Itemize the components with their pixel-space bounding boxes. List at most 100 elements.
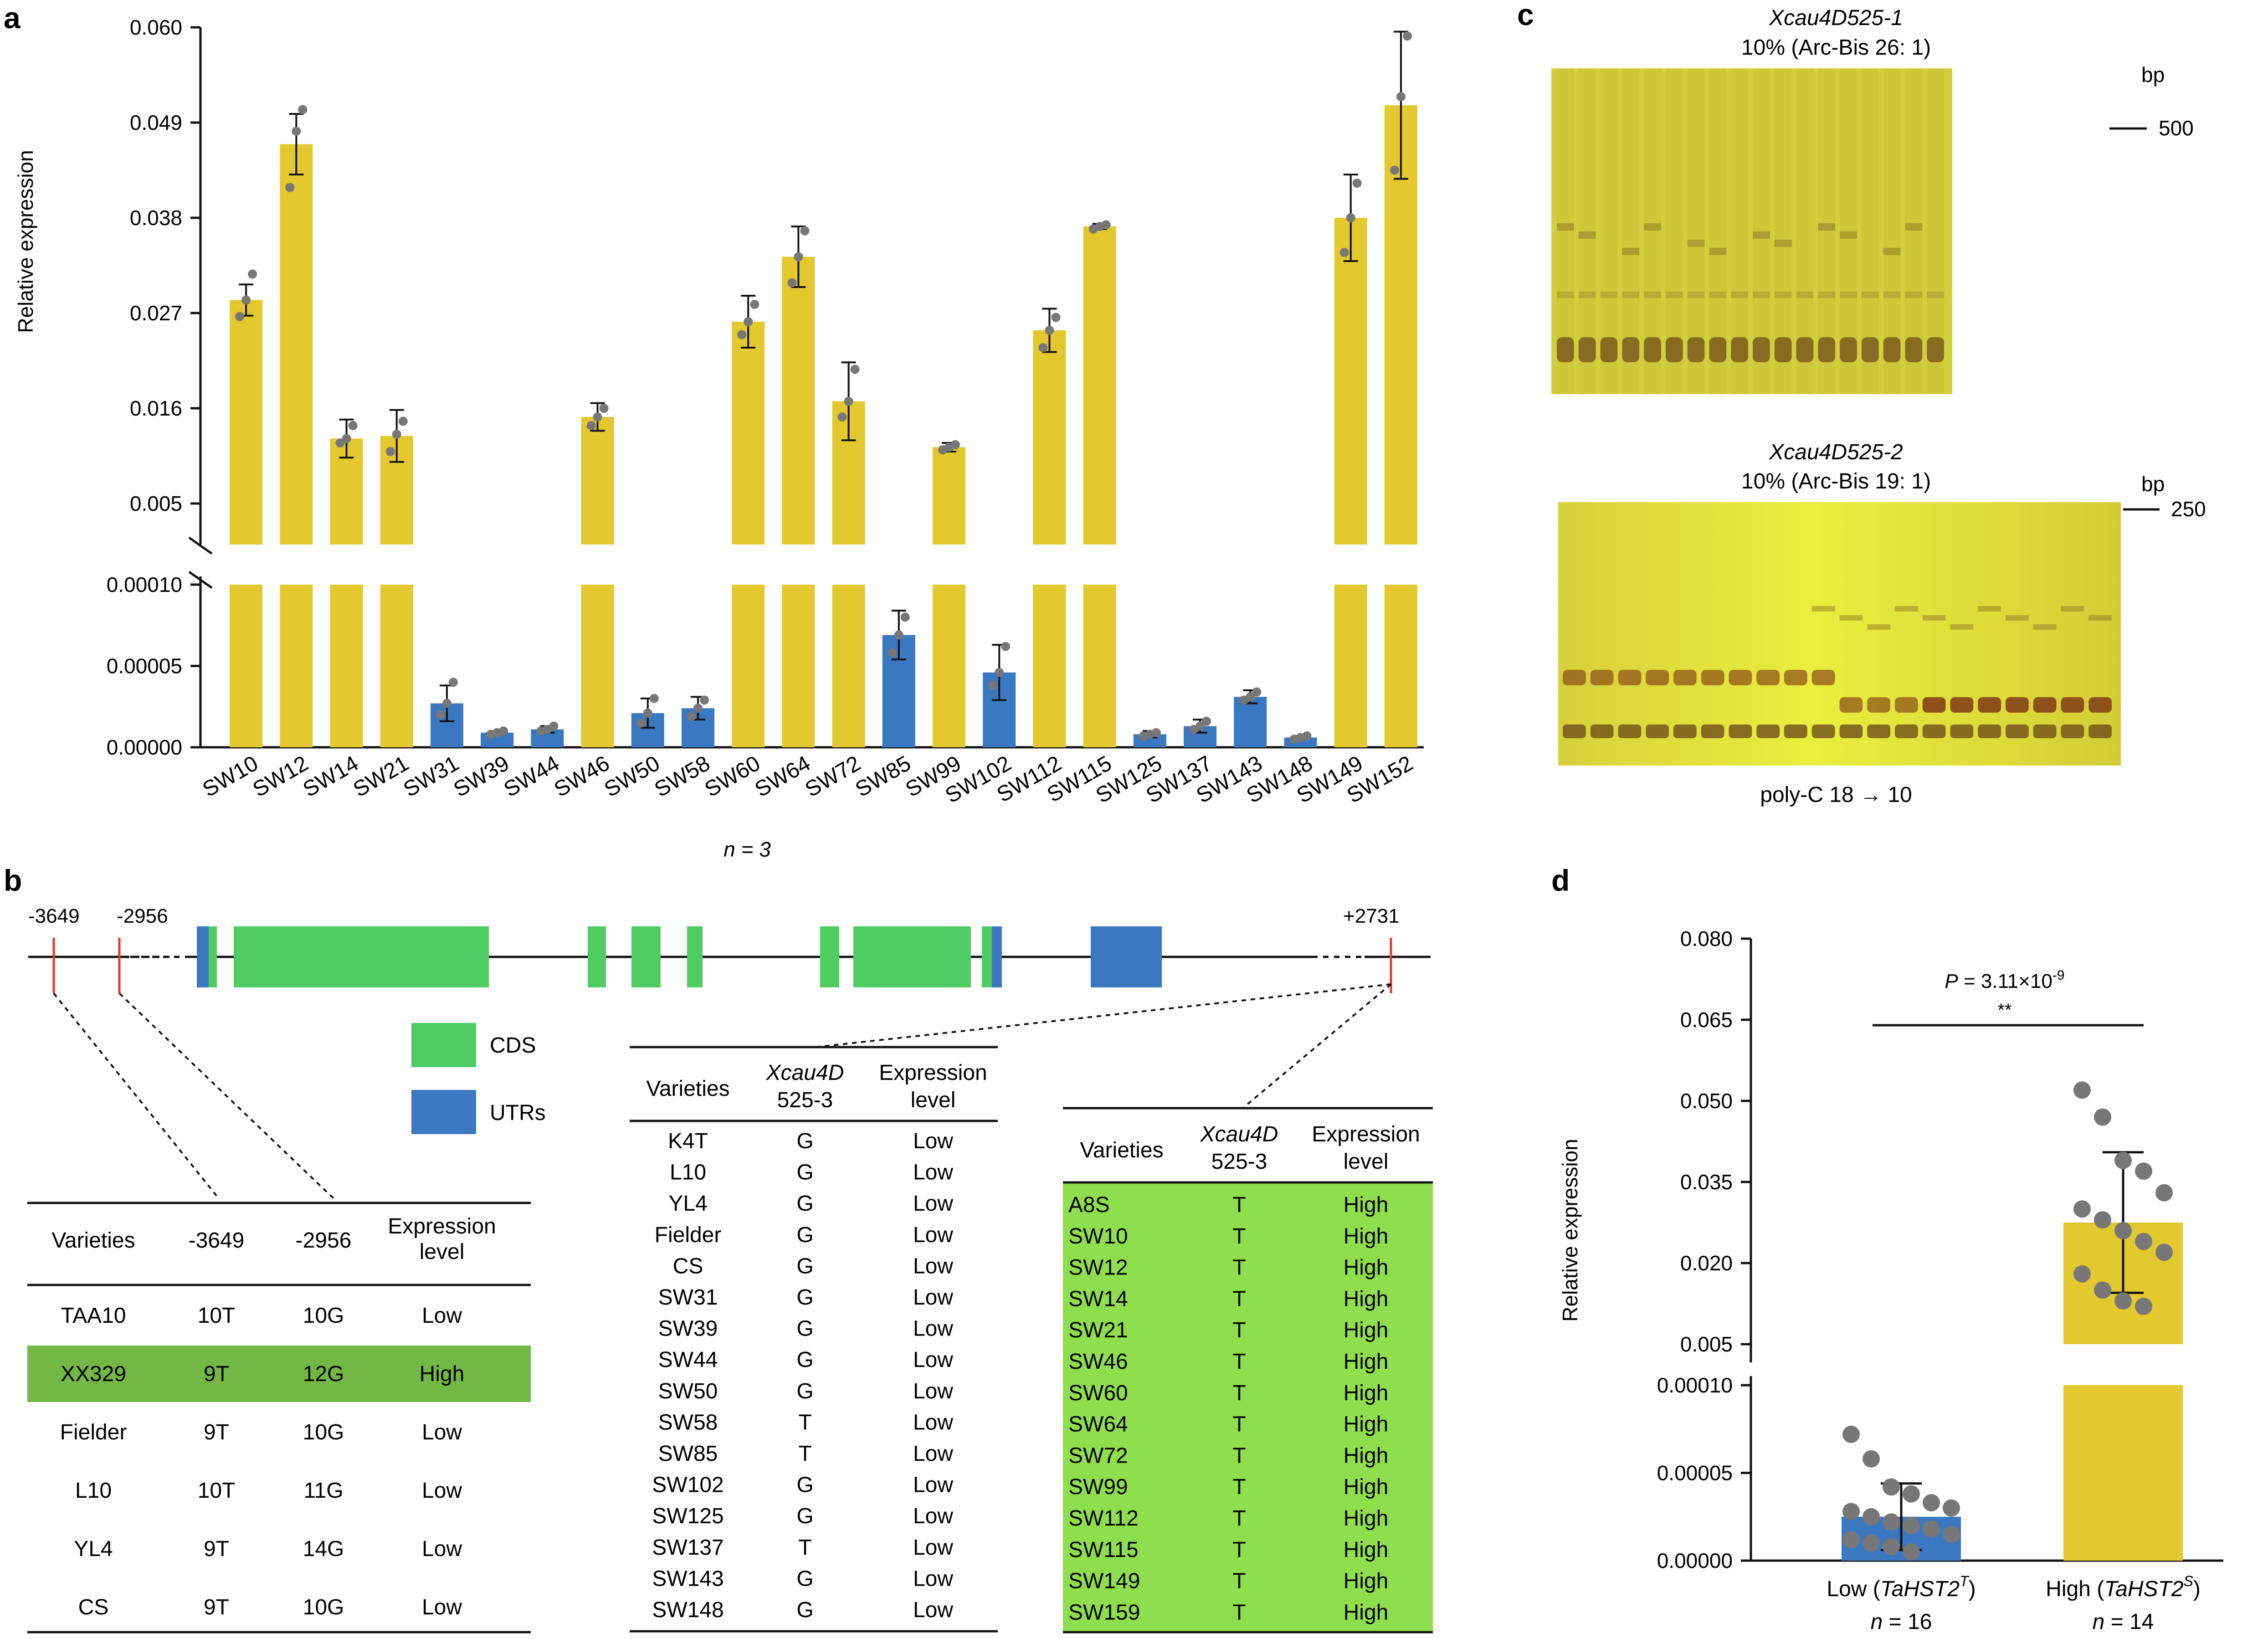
gel2-band-bottom <box>1729 724 1752 738</box>
data-point-low <box>1842 1425 1860 1443</box>
data-point-low <box>1863 1450 1880 1468</box>
data-point-high <box>2094 1211 2111 1229</box>
bar-lower-sw10 <box>230 585 263 747</box>
gel1-subtitle: 10% (Arc-Bis 26: 1) <box>1741 36 1931 60</box>
label-minus-2956: -2956 <box>117 905 168 927</box>
data-point-sw10 <box>235 312 245 321</box>
data-point-sw14 <box>342 434 351 443</box>
table2-cell: SW85 <box>658 1442 718 1466</box>
data-point-sw102 <box>1001 642 1011 651</box>
cds-block-2 <box>588 926 606 987</box>
table3-cell: High <box>1344 1569 1389 1593</box>
gel2-band-main <box>1895 697 1918 713</box>
table2-cell: T <box>798 1536 811 1560</box>
gel2-band-bottom <box>2088 724 2112 738</box>
gel1-band-main <box>1644 337 1661 362</box>
n-label-n: n <box>2093 1610 2105 1634</box>
x-tick-label-high: High (TaHST2S) <box>2046 1573 2201 1601</box>
cds-block-3 <box>631 926 661 987</box>
table3-cell: SW115 <box>1068 1538 1139 1562</box>
table1-cell: Fielder <box>60 1420 127 1444</box>
table3-cell: High <box>1344 1287 1389 1311</box>
data-point-low <box>1923 1494 1940 1511</box>
p-value-exponent: -9 <box>2052 968 2065 983</box>
data-point-sw149 <box>1352 179 1362 188</box>
gel2-band-main <box>1756 670 1780 685</box>
table2-cell: G <box>796 1473 813 1497</box>
data-point-sw60 <box>750 300 759 309</box>
legend-utr-label: UTRs <box>490 1101 546 1125</box>
gel1-band <box>1557 223 1574 231</box>
x-tick-label-sw72: SW72 <box>801 751 865 802</box>
table2-cell: SW31 <box>658 1285 718 1310</box>
x-tick-label-part: Low ( <box>1827 1577 1880 1601</box>
gel1-band-main <box>1731 337 1748 362</box>
gel1-band <box>1774 240 1792 247</box>
gel2-band-bottom <box>1618 724 1642 738</box>
gel1-band <box>1840 231 1857 239</box>
table2-cell: SW44 <box>658 1348 718 1372</box>
data-point-sw85 <box>900 612 910 622</box>
table2-cell: G <box>796 1161 813 1185</box>
gel1-band-main <box>1578 337 1596 362</box>
table3-cell: High <box>1344 1444 1389 1468</box>
utr-3-block-a <box>992 926 1002 987</box>
table2-cell: Low <box>913 1379 953 1403</box>
table3-cell: High <box>1344 1350 1389 1374</box>
gel1-band-main <box>1861 337 1879 362</box>
gel2-band-main <box>1811 670 1835 685</box>
table3-cell: T <box>1232 1350 1246 1374</box>
table3-cell: High <box>1344 1506 1389 1531</box>
gel2-band-main <box>1729 670 1752 685</box>
utr-5-block <box>197 926 209 987</box>
gel2-band <box>1839 615 1863 621</box>
cds-block-4 <box>687 926 703 987</box>
gel1-band <box>1753 231 1770 239</box>
data-point-sw44 <box>549 721 559 731</box>
table1-cell: Low <box>422 1537 462 1561</box>
gel1-band <box>1905 223 1923 231</box>
cds-block-6 <box>853 926 971 987</box>
table2-cell: YL4 <box>668 1192 707 1216</box>
panel-d-y-tick-label: 0.035 <box>1680 1170 1733 1194</box>
data-point-sw12 <box>298 105 308 114</box>
x-tick-label-superscript: S <box>2184 1573 2193 1589</box>
table2-cell: SW137 <box>652 1536 724 1560</box>
gel2-band <box>1950 624 1974 630</box>
table2-header: Xcau4D <box>766 1061 844 1085</box>
table3-cell: SW72 <box>1068 1444 1128 1468</box>
data-point-high <box>2114 1151 2132 1169</box>
table2-cell: G <box>796 1317 813 1341</box>
table2-cell: SW39 <box>658 1317 718 1341</box>
x-tick-label-part: ) <box>1969 1577 1976 1601</box>
panel-d-chart: d Relative expression 0.0800.0650.0500.0… <box>1551 863 2223 1634</box>
data-point-sw112 <box>1045 326 1054 335</box>
table2-cell: G <box>796 1348 813 1372</box>
table2-cell: SW58 <box>658 1410 718 1434</box>
data-point-sw137 <box>1196 721 1205 731</box>
x-tick-label-gene: TaHST2 <box>1880 1577 1960 1601</box>
gel2-band-main <box>1563 670 1586 685</box>
data-point-sw60 <box>737 330 747 339</box>
gel1-band <box>1644 223 1661 231</box>
gel2-band-main <box>1590 670 1614 685</box>
panel-d-y-tick-label: 0.020 <box>1680 1251 1733 1275</box>
table3-cell: SW159 <box>1068 1600 1140 1624</box>
gel1-band <box>1927 292 1944 298</box>
table1-cell: 10G <box>303 1595 344 1619</box>
table3-cell: High <box>1344 1600 1389 1624</box>
cds-block-1a <box>209 926 217 987</box>
gel2-band-bottom <box>1784 724 1807 738</box>
table3-cell: T <box>1232 1256 1246 1280</box>
table3-cell: T <box>1232 1318 1246 1342</box>
table3-cell: A8S <box>1068 1193 1110 1217</box>
data-point-sw72 <box>837 412 847 421</box>
panel-a-y-tick-label: 0.00000 <box>107 735 182 759</box>
gel1-band <box>1818 292 1836 298</box>
gel1-band-main <box>1796 337 1814 362</box>
panel-label-c: c <box>1517 0 1534 31</box>
gel2-band-bottom <box>1673 724 1697 738</box>
table3-cell: SW64 <box>1068 1413 1128 1437</box>
gel2-band-bottom <box>1867 724 1890 738</box>
bar-upper-sw115 <box>1083 226 1116 545</box>
